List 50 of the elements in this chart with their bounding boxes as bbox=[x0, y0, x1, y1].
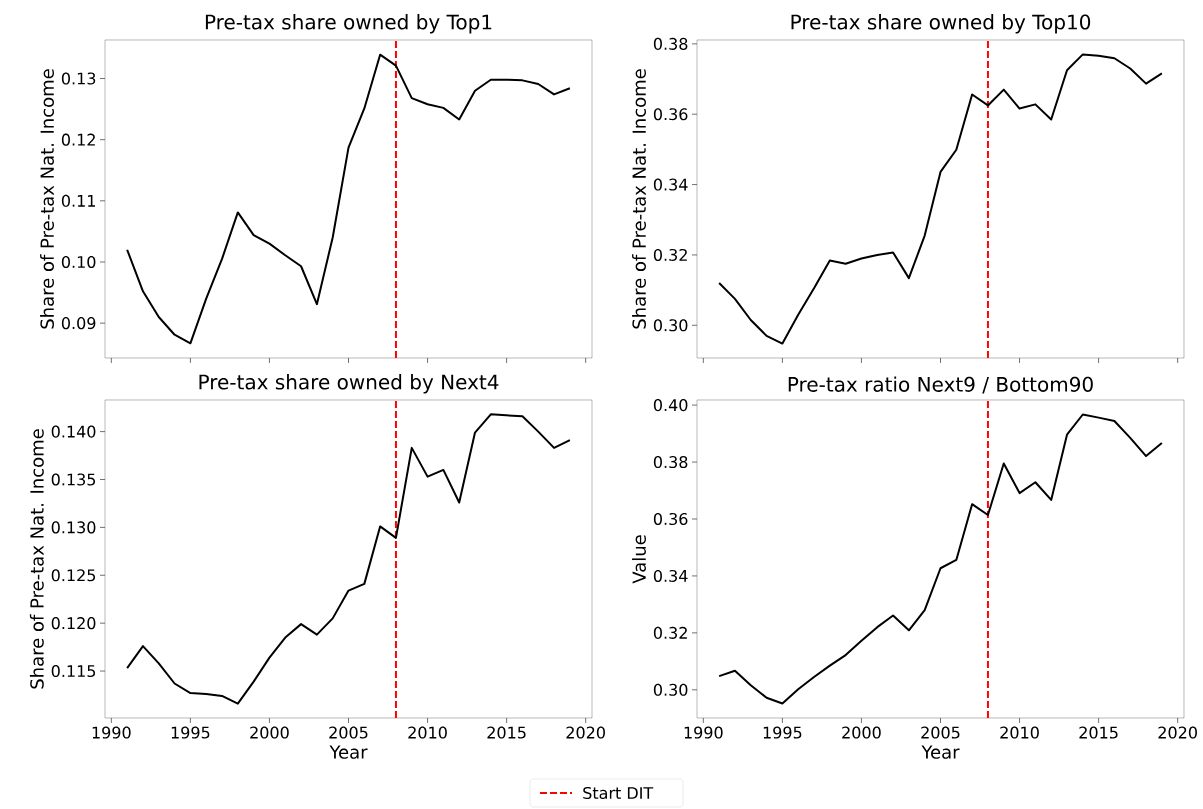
y-tick-label: 0.12 bbox=[61, 133, 95, 146]
x-tick-label: 2000 bbox=[250, 726, 289, 739]
y-axis-title: Share of Pre-tax Nat. Income bbox=[40, 69, 54, 329]
y-tick-label: 0.36 bbox=[653, 512, 688, 526]
x-tick-label: 2000 bbox=[842, 726, 881, 739]
y-tick-label: 0.38 bbox=[653, 456, 688, 469]
x-tick-label: 1995 bbox=[171, 726, 210, 739]
y-axis-title: Share of Pre-tax Nat. Income bbox=[632, 69, 646, 329]
chart-title: Pre-tax share owned by Top10 bbox=[791, 14, 1091, 34]
y-tick-label: 0.140 bbox=[51, 425, 96, 438]
chart-title: Pre-tax share owned by Next4 bbox=[199, 374, 499, 394]
y-tick-label: 0.40 bbox=[653, 399, 688, 412]
y-tick-label: 0.130 bbox=[51, 521, 96, 534]
y-tick-label: 0.36 bbox=[653, 108, 688, 121]
x-tick-label: 2020 bbox=[1158, 726, 1197, 739]
x-axis-title: Year bbox=[329, 745, 368, 759]
line-series bbox=[718, 53, 1163, 345]
chart-title: Pre-tax ratio Next9 / Bottom90 bbox=[788, 376, 1093, 394]
y-axis-title: Value bbox=[632, 535, 646, 584]
y-tick-label: 0.32 bbox=[653, 626, 687, 639]
y-tick-label: 0.120 bbox=[51, 617, 96, 630]
x-axis-title: Year bbox=[921, 745, 960, 759]
y-tick-label: 0.09 bbox=[61, 317, 96, 330]
line-series bbox=[126, 53, 571, 345]
x-tick-label: 2015 bbox=[1079, 726, 1118, 739]
y-tick-label: 0.11 bbox=[61, 194, 95, 207]
y-tick-label: 0.30 bbox=[653, 683, 688, 696]
x-tick-label: 2010 bbox=[1000, 726, 1039, 739]
y-tick-label: 0.30 bbox=[653, 319, 688, 332]
y-axis-title: Share of Pre-tax Nat. Income bbox=[29, 429, 44, 689]
line-series bbox=[718, 413, 1163, 705]
y-tick-label: 0.32 bbox=[653, 248, 687, 261]
x-tick-label: 1995 bbox=[763, 726, 802, 739]
y-tick-label: 0.34 bbox=[653, 178, 688, 191]
x-tick-label: 1990 bbox=[92, 726, 131, 739]
y-tick-label: 0.34 bbox=[653, 569, 688, 582]
y-tick-label: 0.125 bbox=[51, 569, 96, 582]
x-tick-label: 2005 bbox=[329, 726, 368, 739]
y-tick-label: 0.135 bbox=[51, 473, 96, 486]
y-tick-label: 0.10 bbox=[61, 255, 96, 269]
x-tick-label: 2020 bbox=[566, 726, 605, 739]
y-tick-label: 0.13 bbox=[61, 72, 96, 85]
y-tick-label: 0.38 bbox=[653, 37, 688, 50]
y-tick-label: 0.115 bbox=[51, 665, 96, 678]
legend-label: Start DIT bbox=[583, 786, 654, 800]
x-tick-label: 2015 bbox=[487, 726, 526, 739]
x-tick-label: 1990 bbox=[684, 726, 723, 739]
x-tick-label: 2005 bbox=[921, 726, 960, 739]
x-tick-label: 2010 bbox=[408, 726, 447, 739]
chart-title: Pre-tax share owned by Top1 bbox=[205, 14, 492, 34]
